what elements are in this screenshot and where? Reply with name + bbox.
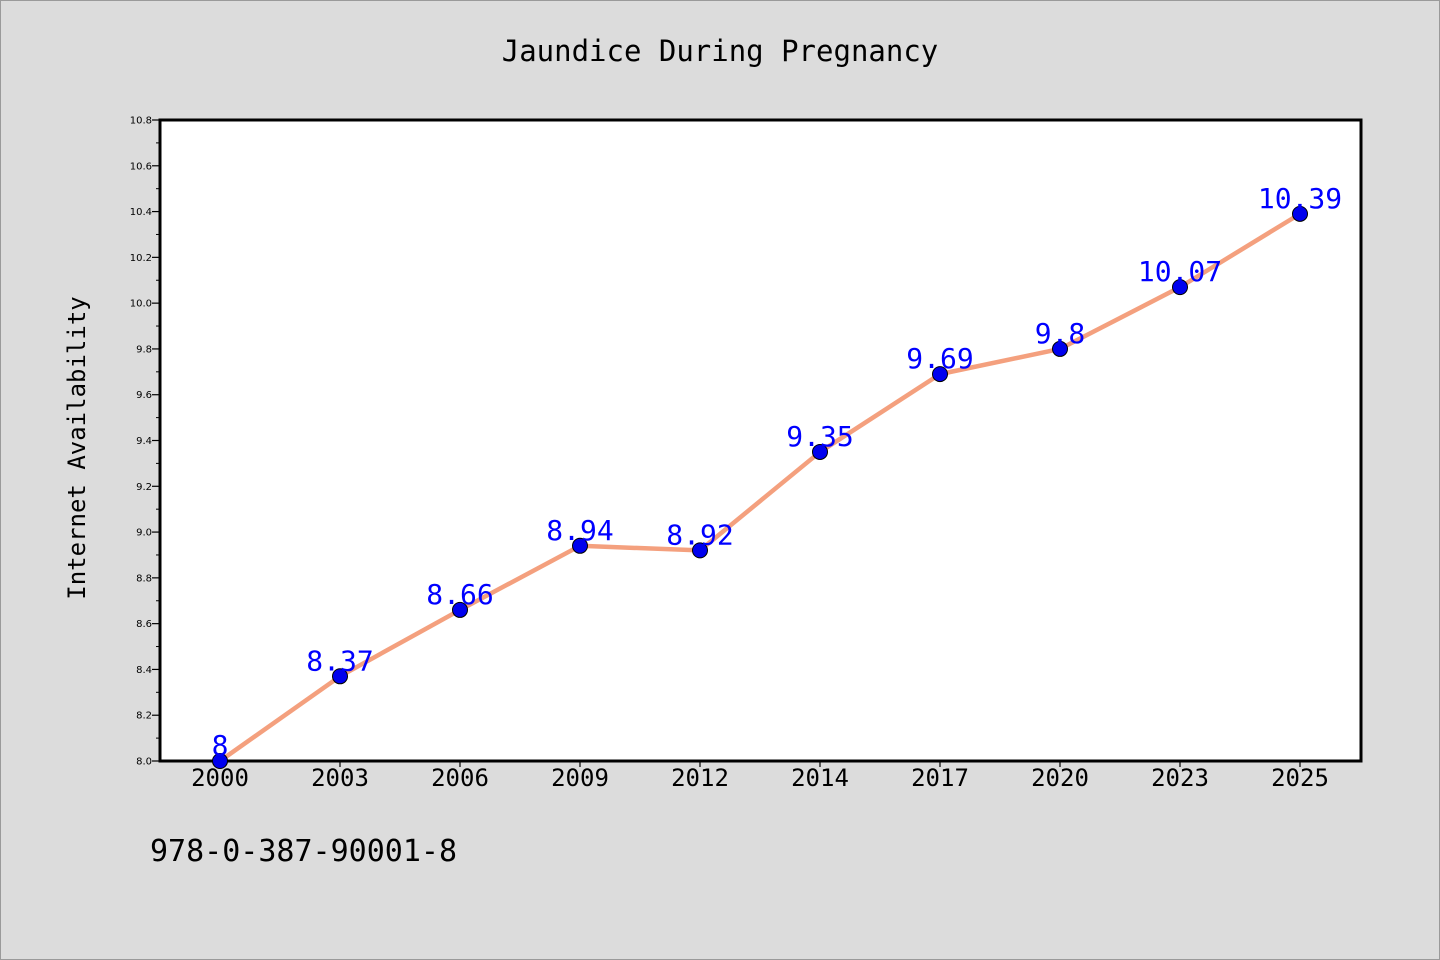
y-tick-label: 8.6 [136,619,152,630]
data-point [812,443,828,460]
y-tick-label: 9.4 [136,436,152,447]
data-label: 8.66 [426,578,493,611]
chart-title: Jaundice During Pregnancy [501,34,939,68]
y-tick-label: 10.2 [130,253,152,264]
x-axis: 2000 2003 2006 2009 2012 2014 2017 2020 2023 2025 [191,761,1329,792]
y-tick-label: 10.0 [130,299,152,310]
x-tick-label: 2003 [311,764,369,792]
y-tick-label: 10.8 [130,116,152,127]
data-label: 10.07 [1138,255,1222,288]
x-tick-label: 2006 [431,764,489,792]
y-tick-label: 9.2 [136,482,152,493]
x-tick-label: 2020 [1031,764,1089,792]
y-tick-label: 8.4 [136,665,152,676]
data-label: 9.8 [1035,317,1086,350]
x-tick-label: 2012 [671,764,729,792]
data-point [452,601,468,618]
y-tick-label: 10.4 [130,207,152,218]
y-tick-label: 8.8 [136,573,152,584]
data-point [212,753,228,769]
y-tick-label: 9.0 [136,528,152,539]
y-axis: 8.0 8.2 8.4 8.6 8.8 9.0 9.2 9.4 9.6 9.8 10.0 10.2 10… [130,116,160,768]
series-group: 8 8.37 8.66 8.94 8.92 9.35 9.69 9.8 10.07 10.39 [212,182,1342,769]
data-label: 9.35 [786,420,853,453]
x-tick-label: 2025 [1271,764,1329,792]
data-point [932,366,948,383]
data-point [1292,205,1308,222]
x-tick-label: 2023 [1151,764,1209,792]
x-tick-label: 2014 [791,764,849,792]
series-line [218,211,1302,763]
data-label: 8.94 [546,514,613,547]
data-point [572,537,588,554]
y-tick-label: 8.2 [136,711,152,722]
data-label: 10.39 [1258,182,1342,215]
data-label: 8 [212,729,229,762]
plot-area [158,118,1363,763]
y-axis-label: Internet Availability [63,296,91,599]
y-tick-label: 10.6 [130,161,152,172]
data-point [332,668,348,685]
data-label: 8.37 [306,644,373,677]
x-tick-label: 2017 [911,764,969,792]
x-tick-label: 2009 [551,764,609,792]
footer-isbn: 978-0-387-90001-8 [150,834,458,869]
y-tick-label: 9.6 [136,390,152,401]
data-point [692,542,708,559]
y-tick-label: 8.0 [136,757,152,768]
data-label: 9.69 [906,342,973,375]
data-point [1172,279,1188,296]
y-tick-label: 9.8 [136,344,152,355]
data-point [1052,340,1068,357]
data-label: 8.92 [666,518,733,551]
